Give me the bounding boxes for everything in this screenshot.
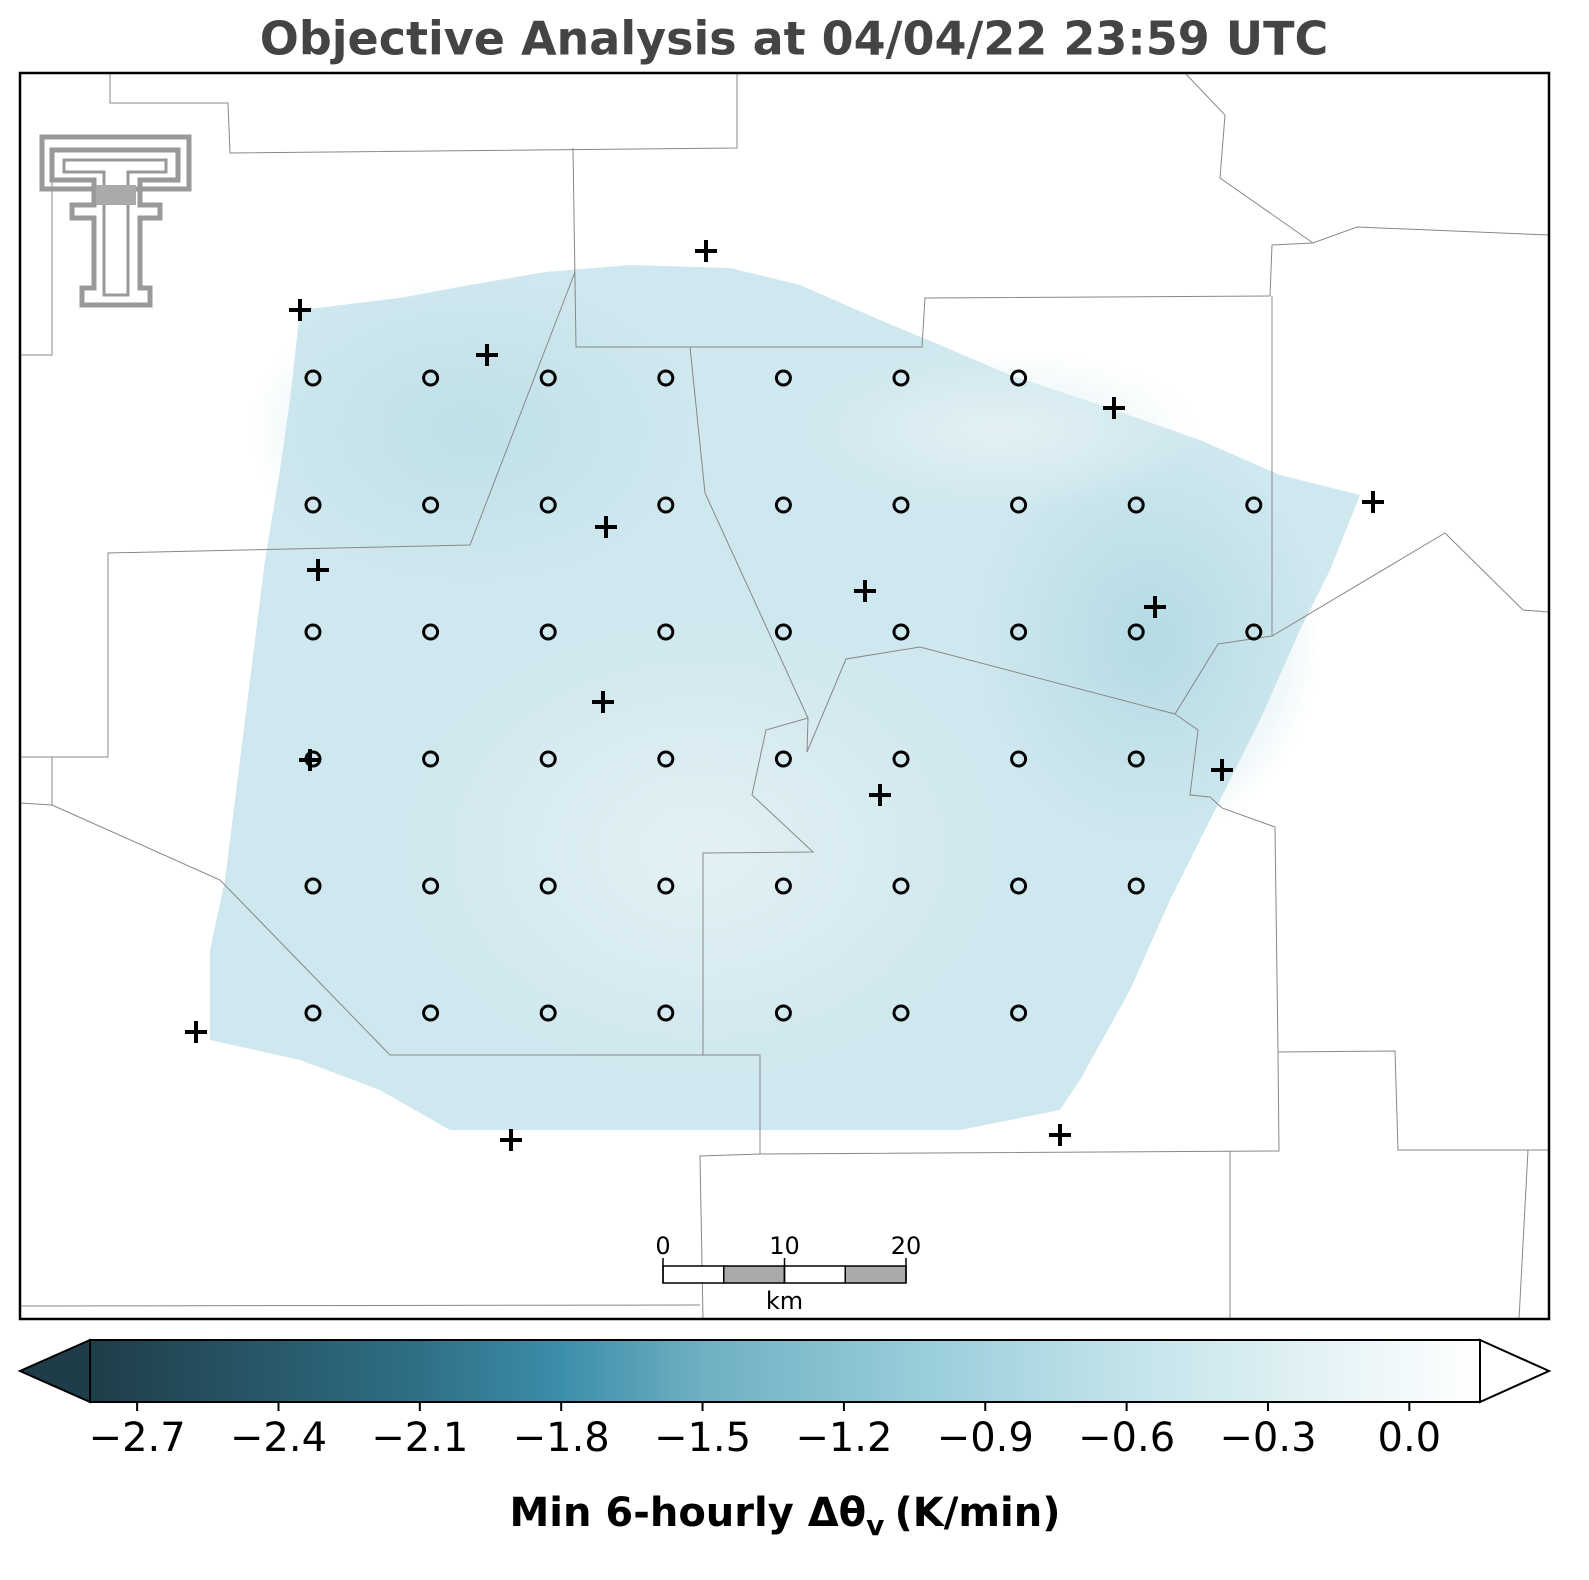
grid-point [539,877,557,895]
scale-tick-label: 10 [769,1232,800,1260]
station [1144,596,1166,618]
grid-point [774,877,792,895]
colorbar-tick-label: −1.8 [513,1415,610,1461]
grid-points [304,369,1263,1022]
grid-point [422,369,440,387]
grid-point [892,369,910,387]
grid-point [774,1004,792,1022]
grid-point [657,369,675,387]
colorbar-label-main: Min 6-hourly Δθ [510,1490,867,1536]
grid-point [657,623,675,641]
grid-point [422,1004,440,1022]
grid-point [539,369,557,387]
grid-point [539,750,557,768]
map [20,73,1549,1319]
grid-point [422,877,440,895]
grid-point [422,623,440,641]
logo [39,134,192,308]
map-frame [18,71,1551,1321]
grid-point [539,1004,557,1022]
scale-tick-label: 0 [655,1232,670,1260]
grid-point [1127,750,1145,768]
grid-point [1127,623,1145,641]
station [1049,1124,1071,1146]
colorbar-tick-label: −0.9 [937,1415,1034,1461]
grid-point [1010,750,1028,768]
grid-point [1010,496,1028,514]
grid-point [304,877,322,895]
grid-point [1010,877,1028,895]
grid-point [657,877,675,895]
station [1211,759,1233,781]
grid-point [1010,1004,1028,1022]
station [592,691,614,713]
scale-segment [844,1265,907,1284]
grid-point [422,750,440,768]
grid-point [539,496,557,514]
colorbar-extend-high [1479,1338,1552,1404]
stations [185,240,1384,1151]
colorbar-tick-label: −0.6 [1078,1415,1175,1461]
scale-segment [783,1265,846,1284]
grid-point [657,496,675,514]
colorbar-tick-label: −1.5 [654,1415,751,1461]
scale-segment [662,1265,725,1284]
grid-point [892,623,910,641]
station [476,344,498,366]
scale-bar: 0 10 20 km [655,1232,921,1315]
colorbar-label-unit: (K/min) [894,1490,1060,1536]
grid-point [892,750,910,768]
station [595,516,617,538]
station [307,559,329,581]
grid-point [1127,877,1145,895]
colorbar-extend-low [17,1338,91,1404]
station [1362,491,1384,513]
grid-point [774,369,792,387]
colorbar: −2.7 −2.4 −2.1 −1.8 −1.5 −1.2 −0.9 −0.6 −0.3 0.0 [17,1338,1552,1461]
grid-point [657,1004,675,1022]
scale-tick-label: 20 [891,1232,922,1260]
colorbar-label-sub: v [866,1509,884,1542]
grid-point [657,750,675,768]
colorbar-tick-label: −0.3 [1219,1415,1316,1461]
station [695,240,717,262]
station [1103,397,1125,419]
grid-point [304,496,322,514]
colorbar-tick-label: −1.2 [795,1415,892,1461]
grid-point [304,1004,322,1022]
grid-point [774,496,792,514]
scale-segment [723,1265,786,1284]
grid-point [774,623,792,641]
colorbar-tick-label: 0.0 [1378,1415,1442,1461]
grid-point [1127,496,1145,514]
grid-point [1010,369,1028,387]
colorbar-label: Min 6-hourly Δθv (K/min) [510,1490,1061,1542]
grid-point [892,496,910,514]
grid-point [1245,496,1263,514]
grid-point [539,623,557,641]
station [185,1021,207,1043]
grid-point [1245,623,1263,641]
field-shading [250,280,1320,1080]
county-lines [20,73,1549,1319]
grid-point [1010,623,1028,641]
station [289,299,311,321]
grid-point [422,496,440,514]
station [869,784,891,806]
grid-point [892,877,910,895]
grid-point [892,1004,910,1022]
grid-point [304,369,322,387]
title: Objective Analysis at 04/04/22 23:59 UTC [260,12,1329,66]
grid-point [774,750,792,768]
station [299,749,321,771]
colorbar-tick-label: −2.7 [89,1415,186,1461]
grid-point [304,623,322,641]
colorbar-tick-label: −2.1 [371,1415,468,1461]
station [854,580,876,602]
station [500,1129,522,1151]
colorbar-tick-label: −2.4 [230,1415,327,1461]
colorbar-body [89,1339,1481,1403]
scale-unit: km [766,1287,803,1315]
